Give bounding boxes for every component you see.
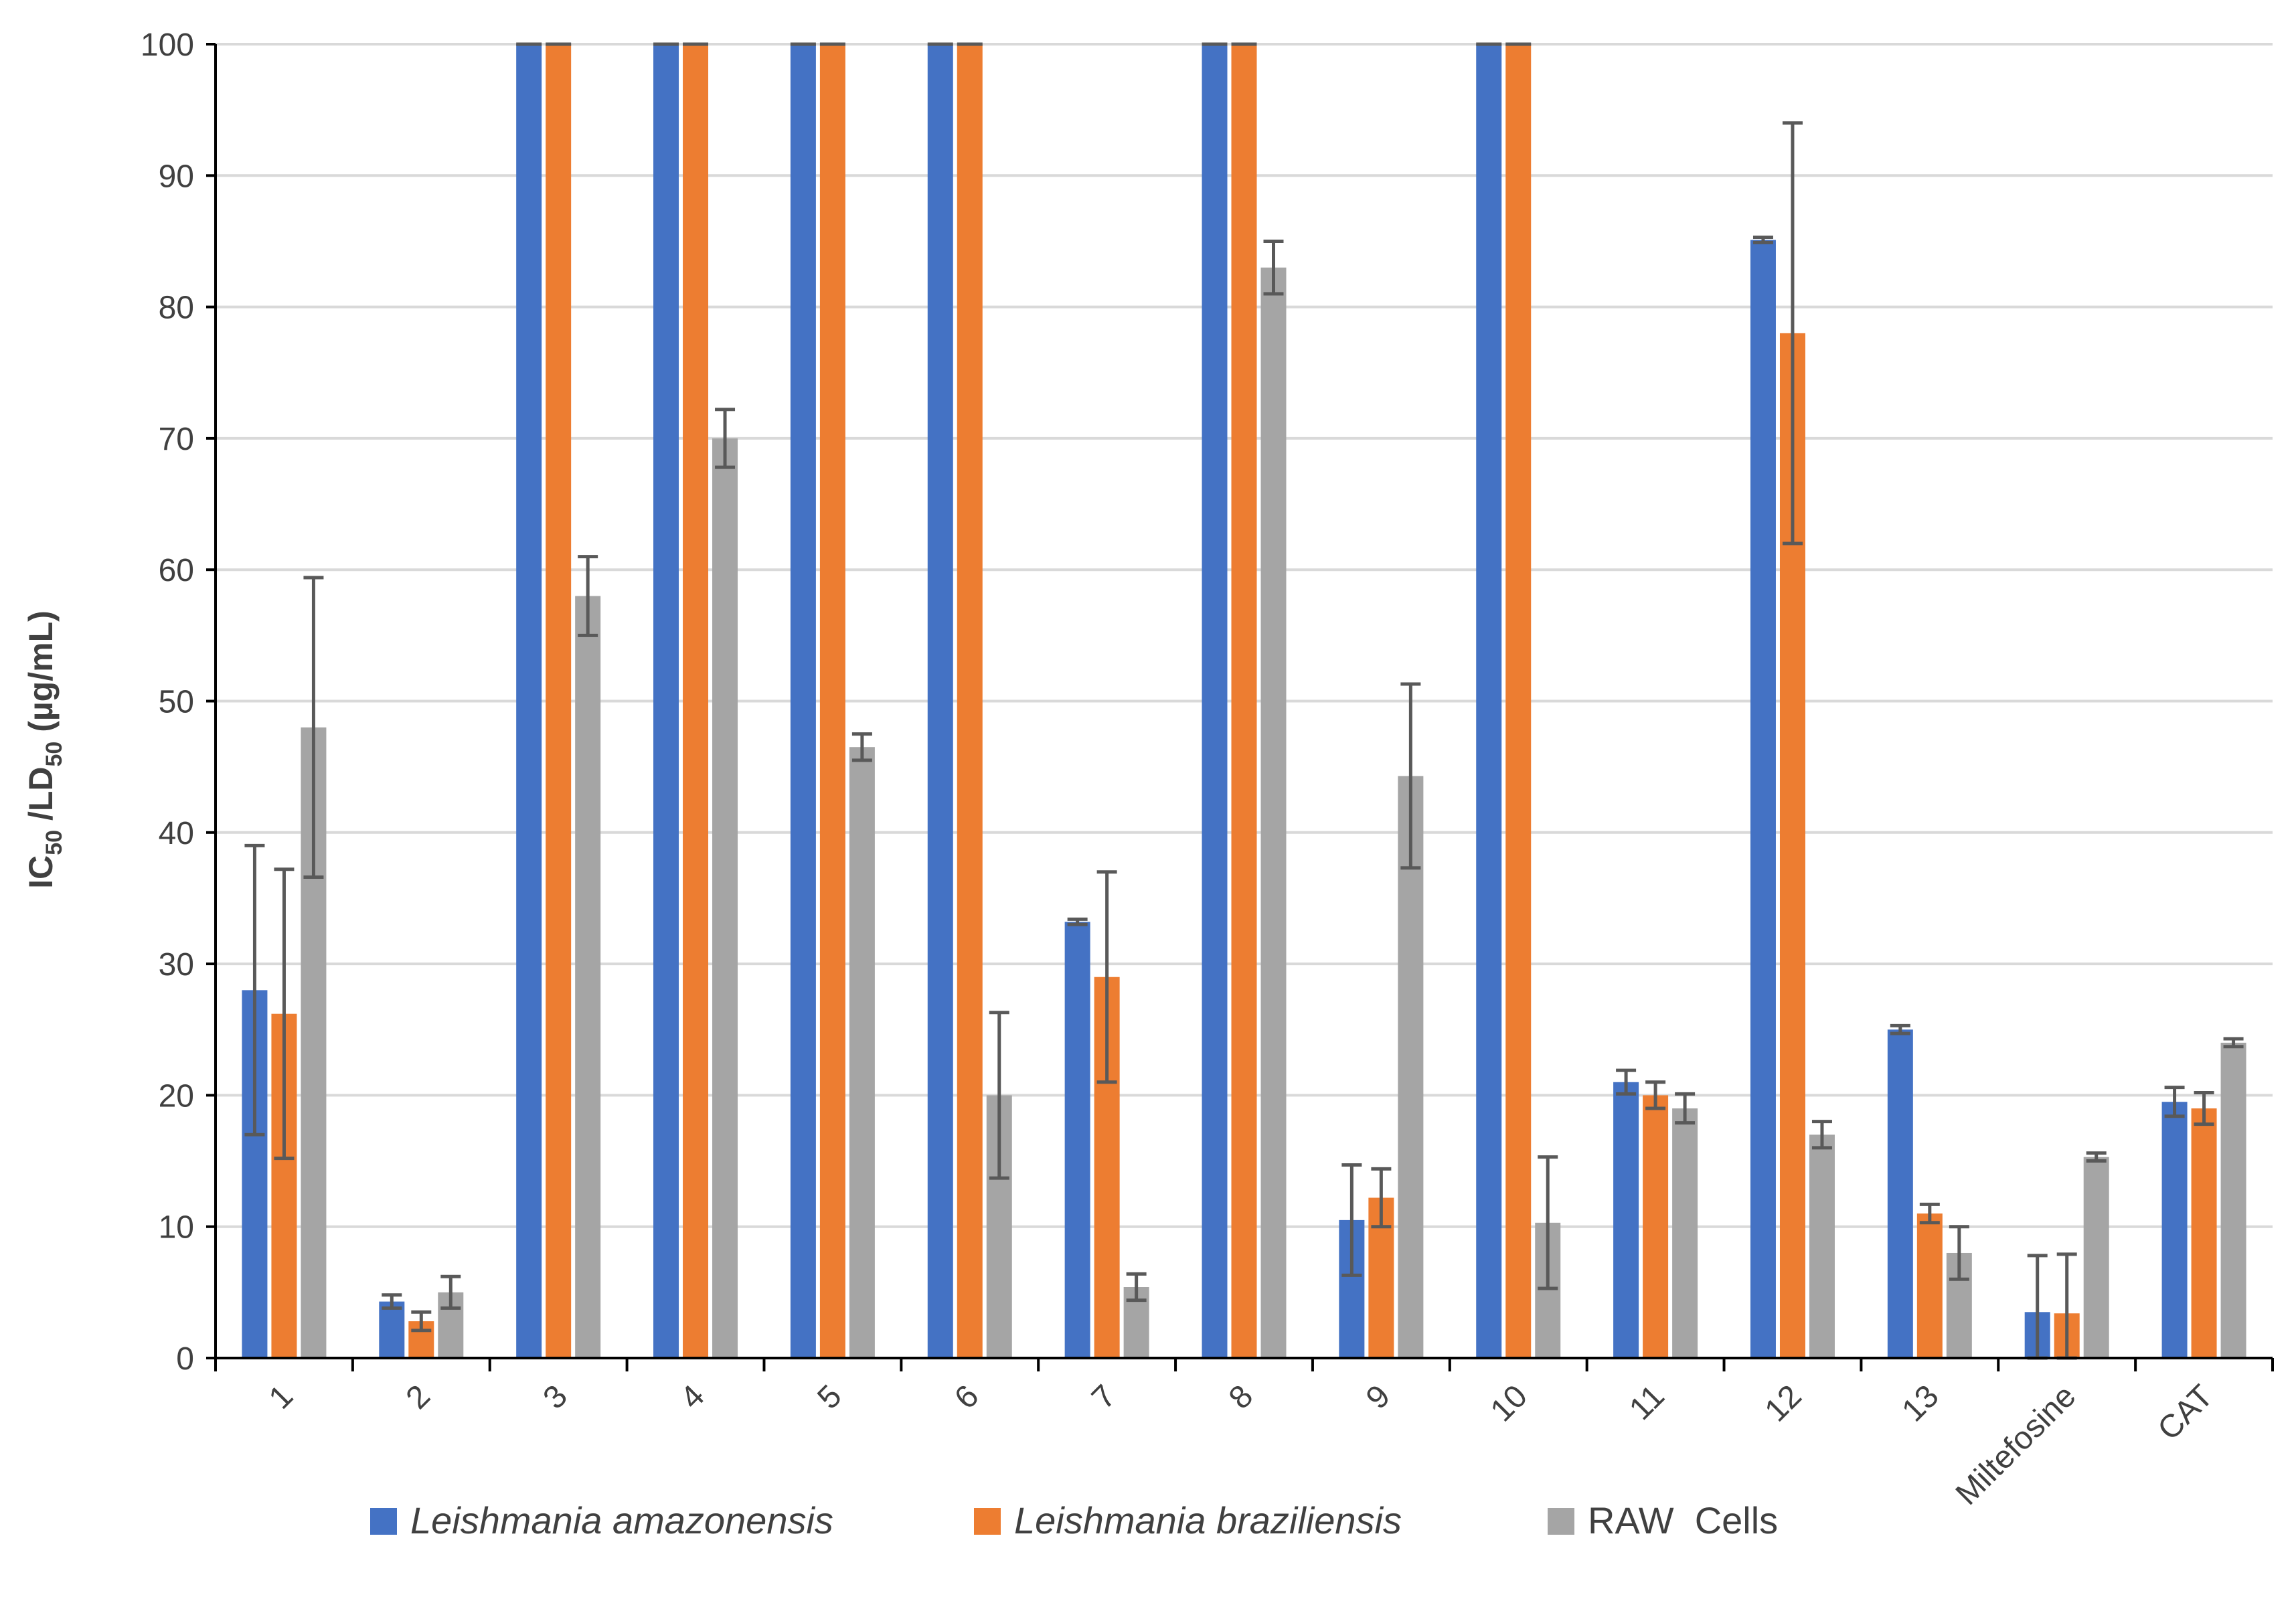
x-tick-label: 5 [811,1378,848,1416]
bar [1916,1213,1943,1358]
y-tick-label: 80 [159,290,194,326]
bar [849,747,875,1358]
bar [1260,267,1287,1359]
legend-swatch [1548,1508,1574,1535]
y-tick-label: 50 [159,685,194,720]
error-bars [244,42,2244,1360]
bar [712,438,738,1358]
bar [1613,1082,1639,1358]
y-tick-label: 70 [159,422,194,457]
bar [1887,1029,1913,1358]
bar [1643,1095,1669,1358]
y-tick-label: 0 [176,1341,194,1377]
x-tick-label: CAT [2151,1378,2220,1447]
x-tick-label: 6 [948,1378,985,1416]
bar [957,44,983,1358]
y-label-sub2: 50 [42,742,67,767]
bar-series [242,44,2246,1359]
y-tick-label: 40 [159,816,194,851]
y-label-unit: (µg/mL) [22,610,60,741]
bar [683,44,709,1358]
x-tick-label: 4 [673,1378,711,1416]
bar [1672,1108,1698,1358]
bar [2220,1042,2246,1358]
x-tick-label: 13 [1895,1378,1945,1428]
bar [2083,1157,2109,1358]
legend-label: RAW Cells [1588,1499,1778,1541]
legend-label: Leishmania braziliensis [1014,1499,1402,1541]
bar [1476,44,1502,1358]
x-tick-label: 2 [400,1378,437,1416]
bar [819,44,845,1358]
legend: Leishmania amazonensis Leishmania brazili… [370,1499,1778,1541]
x-tick-labels: 1 2 3 4 5 6 7 8 9 10 11 12 13 Miltefosine CAT [262,1378,2220,1512]
bar [1809,1134,1835,1358]
y-label-sub1: 50 [42,830,67,855]
axes [206,43,2274,1371]
bar [1398,776,1424,1358]
x-tick-label: 3 [537,1378,574,1416]
x-tick-label: 7 [1085,1378,1123,1416]
bar [379,1301,405,1358]
y-tick-label: 60 [159,553,194,588]
y-tick-labels: 0 10 20 30 40 50 60 70 80 90 100 [141,27,194,1377]
bar [1064,922,1090,1358]
bar [1231,44,1257,1358]
bar [1202,44,1228,1358]
x-tick-label: 9 [1360,1378,1397,1416]
y-tick-label: 30 [159,947,194,983]
bar [653,44,679,1358]
legend-swatch [974,1508,1001,1535]
bar [927,44,953,1358]
bar [516,44,542,1358]
y-label-mid: /LD [22,767,60,830]
x-tick-label: 8 [1222,1378,1260,1416]
y-label-main: IC [22,855,60,889]
bar [790,44,816,1358]
legend-swatch [370,1508,397,1535]
bar [2161,1102,2188,1358]
y-tick-label: 100 [141,27,194,63]
y-tick-label: 10 [159,1210,194,1246]
bar [1750,240,1776,1358]
x-tick-label: Miltefosine [1949,1378,2083,1512]
bar [575,596,601,1359]
bar [2191,1108,2217,1358]
y-tick-label: 20 [159,1078,194,1114]
y-tick-label: 90 [159,159,194,194]
bar [1505,44,1532,1358]
x-tick-label: 11 [1623,1378,1671,1427]
y-axis-label: IC50 /LD50 (µg/mL) [22,610,67,889]
bar [546,44,572,1358]
legend-label: Leishmania amazonensis [410,1499,833,1541]
x-tick-label: 10 [1484,1378,1534,1428]
x-tick-label: 12 [1758,1378,1809,1428]
x-tick-label: 1 [262,1378,300,1416]
